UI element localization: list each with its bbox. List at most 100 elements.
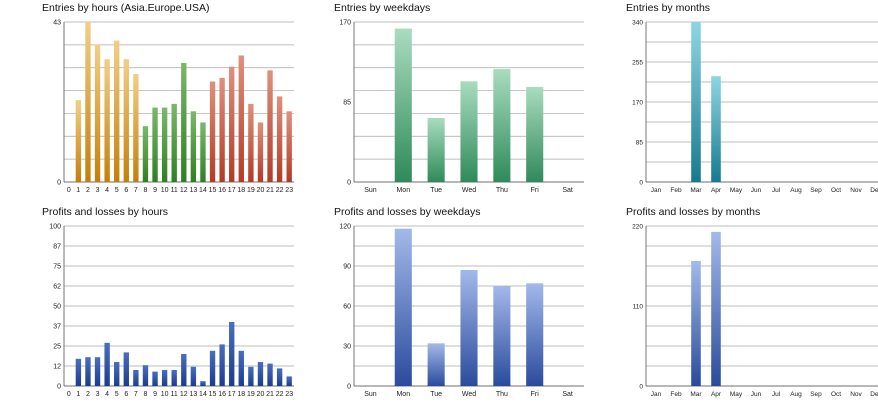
x-tick-label: 2 — [86, 187, 90, 194]
x-tick-label: Sat — [562, 391, 573, 398]
bar-11 — [171, 370, 177, 386]
x-tick-label: 18 — [237, 187, 245, 194]
x-tick-label: May — [730, 187, 743, 194]
y-tick-label: 0 — [347, 384, 351, 391]
x-tick-label: Tue — [430, 391, 442, 398]
bar-15 — [209, 350, 216, 386]
x-tick-label: 0 — [67, 391, 71, 398]
bar-19 — [248, 103, 254, 182]
bar-thu — [493, 286, 511, 386]
bar-2 — [85, 357, 91, 386]
x-tick-label: Apr — [711, 187, 722, 194]
bar-8 — [142, 126, 149, 182]
y-tick-label: 87 — [53, 244, 61, 251]
x-tick-label: 4 — [105, 391, 109, 398]
x-tick-label: 11 — [171, 391, 178, 398]
x-tick-label: 16 — [218, 187, 226, 194]
entries-by-months-chart: 0 85 170 255 340 Jan Feb Mar Apr May Jun Jul Aug Sep O… — [632, 20, 878, 194]
x-tick-label: Nov — [850, 391, 862, 398]
x-tick-label: Oct — [831, 187, 841, 194]
bar-21 — [267, 70, 273, 182]
x-tick-label: Jul — [772, 187, 781, 194]
x-tick-label: 7 — [134, 187, 138, 194]
y-tick-label: 85 — [343, 100, 351, 107]
profits-by-weekdays-chart: 0 30 60 90 120 Sun Mon Tue Wed Thu Fri Sat — [339, 224, 584, 398]
y-tick-label: 85 — [636, 140, 644, 147]
bar-6 — [123, 59, 129, 182]
x-tick-label: Sun — [364, 187, 377, 194]
x-tick-label: 22 — [276, 391, 284, 398]
bar-3 — [94, 44, 101, 183]
bar-4 — [104, 59, 110, 182]
x-tick-label: 20 — [257, 187, 265, 194]
x-tick-label: 9 — [153, 391, 157, 398]
x-tick-label: 0 — [67, 187, 71, 194]
bar-18 — [238, 350, 244, 386]
x-tick-label: 11 — [171, 187, 178, 194]
y-tick-label: 170 — [632, 100, 643, 107]
x-tick-label: 5 — [115, 187, 119, 194]
y-tick-label: 0 — [57, 180, 61, 187]
chart-title: Entries by months — [626, 2, 711, 14]
y-tick-label: 0 — [347, 180, 351, 187]
bar-10 — [161, 107, 168, 182]
x-tick-label: Jul — [772, 391, 781, 398]
bar-11 — [171, 103, 177, 182]
x-tick-label: 23 — [285, 391, 293, 398]
y-tick-label: 37 — [53, 324, 61, 331]
x-tick-label: 4 — [105, 187, 109, 194]
bar-5 — [114, 40, 120, 183]
bar-13 — [190, 111, 197, 182]
bar-14 — [200, 381, 206, 386]
x-tick-label: Wed — [462, 187, 476, 194]
x-tick-label: 19 — [247, 187, 255, 194]
y-tick-label: 340 — [632, 20, 643, 27]
x-tick-label: 17 — [228, 391, 236, 398]
y-tick-label: 100 — [49, 224, 61, 231]
chart-title: Entries by hours (Asia.Europe.USA) — [42, 2, 210, 14]
bar-6 — [123, 352, 129, 386]
bar-thu — [493, 69, 511, 182]
y-tick-label: 60 — [343, 304, 351, 311]
x-tick-label: Mon — [396, 391, 410, 398]
y-tick-label: 110 — [633, 304, 644, 311]
y-tick-label: 25 — [53, 344, 61, 351]
x-tick-label: 8 — [144, 187, 148, 194]
x-tick-label: 6 — [124, 391, 128, 398]
x-tick-label: 16 — [218, 391, 226, 398]
y-tick-label: 0 — [57, 384, 61, 391]
y-tick-label: 62 — [53, 284, 61, 291]
bar-9 — [152, 371, 158, 386]
x-tick-label: Jan — [651, 391, 662, 398]
bar-mar — [691, 22, 701, 182]
bar-1 — [75, 100, 82, 182]
bar-16 — [219, 77, 225, 182]
x-tick-label: 13 — [189, 187, 197, 194]
x-tick-label: Aug — [790, 187, 802, 194]
bar-1 — [75, 358, 82, 386]
y-tick-label: 50 — [53, 304, 61, 311]
bar-7 — [133, 370, 139, 386]
x-tick-label: 23 — [285, 187, 293, 194]
bar-wed — [460, 81, 478, 182]
y-tick-label: 0 — [639, 180, 643, 187]
x-tick-label: 8 — [144, 391, 148, 398]
y-tick-label: 12 — [53, 364, 61, 371]
x-tick-label: Mon — [396, 187, 410, 194]
bar-9 — [152, 107, 158, 182]
bar-2 — [85, 22, 91, 182]
bar-5 — [114, 362, 120, 386]
x-tick-label: 7 — [134, 391, 138, 398]
x-tick-label: Oct — [831, 391, 841, 398]
y-tick-label: 90 — [343, 264, 351, 271]
bar-12 — [181, 354, 187, 386]
chart-title: Profits and losses by months — [626, 206, 761, 218]
x-tick-label: Thu — [496, 187, 508, 194]
bar-7 — [133, 74, 139, 182]
profits-by-weekdays-panel: Profits and losses by weekdays 0 30 60 90 12… — [326, 206, 584, 406]
x-tick-label: Jun — [751, 391, 762, 398]
x-tick-label: 12 — [180, 187, 188, 194]
x-tick-label: Mar — [690, 187, 702, 194]
